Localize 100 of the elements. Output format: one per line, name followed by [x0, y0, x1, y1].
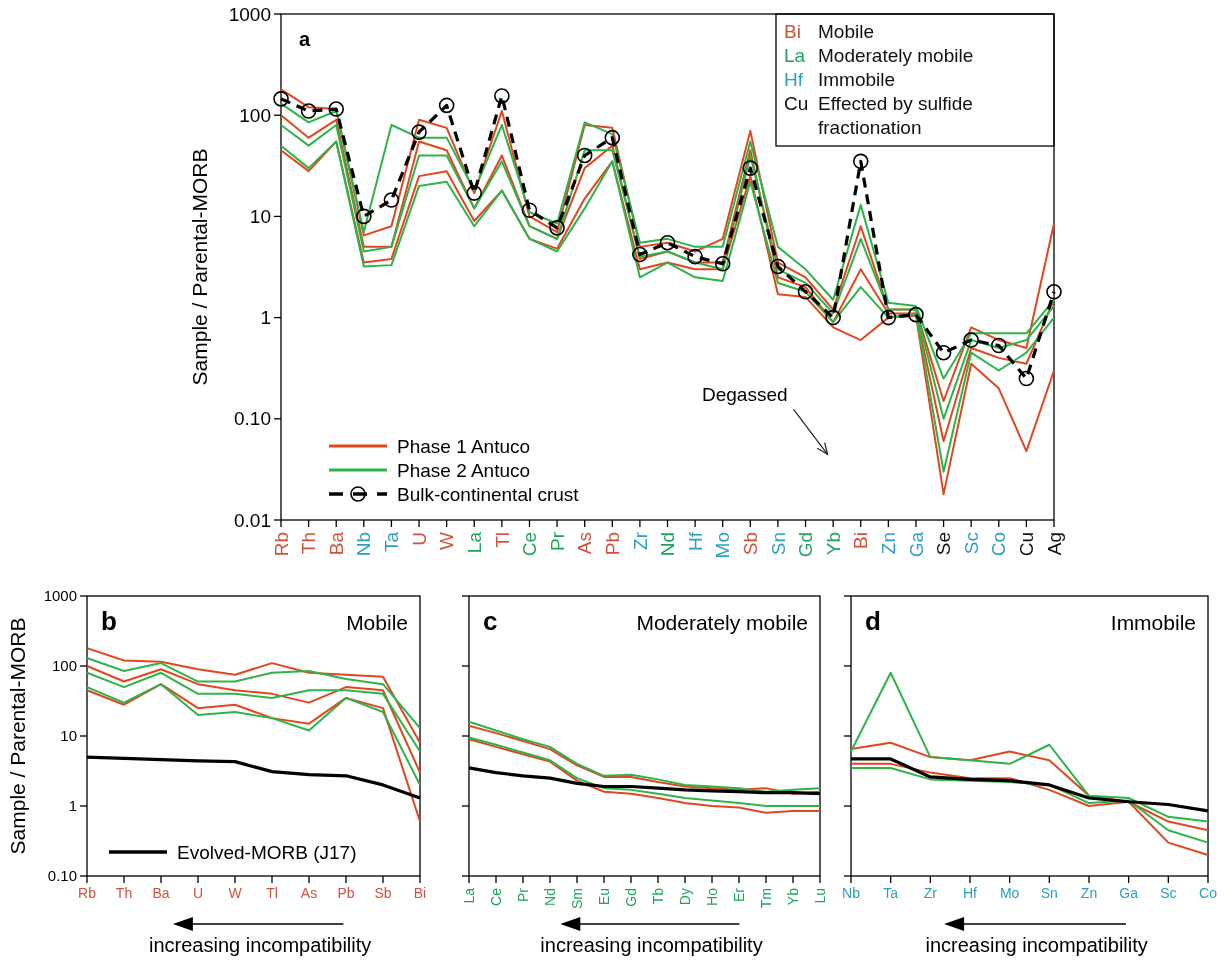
x-tick-label: Zr	[629, 531, 651, 550]
y-tick-label: 100	[239, 104, 271, 126]
point	[273, 91, 289, 107]
x-tick-label: Tl	[266, 885, 278, 901]
x-axis-title: increasing incompatibility	[925, 934, 1148, 956]
x-tick-label: Pb	[337, 885, 355, 901]
x-tick-label: Eu	[595, 888, 612, 906]
x-tick-label: Nb	[842, 885, 861, 901]
x-tick-label: Nd	[657, 532, 679, 557]
x-tick-label: Tm	[757, 888, 774, 909]
x-tick-label: Pb	[601, 532, 623, 556]
point	[770, 258, 786, 275]
x-tick-label: Zn	[1080, 885, 1098, 901]
x-tick-label: Pr	[546, 531, 568, 551]
x-tick-label: W	[436, 531, 458, 550]
line-series	[86, 683, 421, 786]
y-tick-label: 0.10	[234, 408, 271, 430]
x-tick-label: La	[463, 531, 485, 554]
y-tick-label: 1000	[43, 587, 77, 605]
x-tick-label: As	[574, 532, 596, 555]
line-series	[86, 671, 421, 753]
x-tick-label: Yb	[784, 887, 801, 906]
x-tick-label: Yb	[822, 532, 844, 556]
x-tick-label: Rb	[78, 885, 97, 901]
point	[990, 337, 1007, 354]
point	[825, 309, 841, 326]
x-tick-label: Ga	[1119, 885, 1139, 901]
y-axis-title: Sample / Parental-MORB	[188, 148, 211, 386]
x-tick-label: Ta	[883, 885, 899, 901]
x-tick-label: Sn	[1040, 885, 1058, 901]
y-tick-label: 1	[260, 307, 271, 329]
legend-label: Phase 1 Antuco	[397, 435, 531, 457]
text: Immobile	[1110, 611, 1196, 634]
y-tick-label: 1000	[228, 3, 271, 25]
point	[797, 283, 814, 300]
y-tick-label: 0.10	[47, 867, 77, 885]
point	[880, 309, 897, 326]
line-series	[86, 647, 421, 744]
x-tick-label: Ce	[519, 532, 541, 557]
legend-label: Phase 2 Antuco	[397, 459, 531, 481]
x-tick-label: La	[460, 887, 477, 904]
point	[356, 208, 372, 225]
x-tick-label: Bi	[850, 532, 872, 549]
x-tick-label: Co	[1199, 885, 1218, 901]
x-tick-label: W	[228, 885, 243, 901]
point	[411, 124, 427, 140]
point	[1046, 283, 1062, 300]
point	[383, 192, 400, 208]
point	[935, 344, 952, 361]
x-tick-label: Sc	[960, 532, 982, 555]
point	[300, 103, 317, 119]
annotation: Cu Effected by sulfide fractionation	[784, 93, 973, 138]
x-tick-label: Dy	[676, 888, 693, 906]
x-tick-label: Lu	[811, 888, 828, 904]
point	[604, 129, 621, 146]
x-tick-label: Mo	[999, 885, 1020, 901]
annotation: d	[865, 606, 881, 636]
line-series	[86, 657, 421, 730]
y-axis-title: Sample / Parental-MORB	[6, 617, 29, 855]
y-tick-label: 1	[68, 797, 77, 815]
annotation: Degassed	[702, 384, 788, 406]
annotation: Bi Mobile	[784, 21, 874, 42]
x-tick-label: Th	[298, 532, 320, 555]
x-tick-label: Tl	[491, 532, 513, 548]
x-tick-label: Sb	[739, 532, 761, 556]
line-series	[86, 665, 421, 774]
y-tick-label: 10	[60, 727, 77, 745]
x-tick-label: Ba	[325, 531, 347, 556]
point	[438, 97, 455, 114]
x-tick-label: Tb	[649, 887, 666, 905]
x-tick-label: Ta	[381, 531, 403, 553]
x-tick-label: Th	[115, 885, 133, 901]
y-tick-label: 10	[249, 206, 271, 228]
point	[687, 248, 703, 265]
x-tick-label: Bi	[413, 885, 427, 901]
x-tick-label: Sc	[1160, 885, 1177, 901]
x-tick-label: Ce	[487, 887, 504, 906]
point	[576, 147, 593, 164]
point	[714, 256, 731, 272]
x-tick-label: Mo	[712, 532, 734, 559]
annotation: Hf Immobile	[784, 69, 896, 90]
x-tick-label: Gd	[795, 532, 817, 558]
x-tick-label: Se	[933, 532, 955, 556]
x-tick-label: Gd	[622, 888, 639, 907]
x-tick-label: U	[192, 885, 204, 901]
point	[852, 153, 869, 170]
x-tick-label: Ag	[1043, 532, 1065, 556]
x-tick-label: Co	[988, 532, 1010, 557]
point	[1018, 370, 1035, 387]
x-tick-label: Sm	[568, 888, 585, 909]
x-tick-label: Ga	[905, 531, 927, 558]
point	[328, 101, 345, 117]
text: Moderately mobile	[636, 611, 808, 634]
point	[549, 220, 565, 236]
point	[632, 246, 648, 263]
x-tick-label: Hf	[684, 531, 706, 551]
point	[963, 332, 979, 348]
legend-label: Bulk-continental crust	[397, 483, 580, 505]
x-tick-label: Ba	[152, 885, 170, 901]
y-tick-label: 100	[51, 657, 77, 675]
